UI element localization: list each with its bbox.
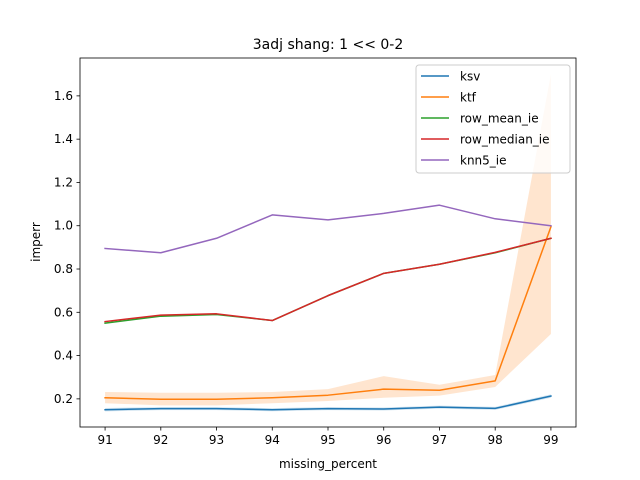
- y-tick-label: 1.6: [54, 89, 73, 103]
- x-tick-label: 98: [488, 433, 503, 447]
- series-line-row_median_ie: [104, 237, 552, 323]
- legend-label-row_mean_ie: row_mean_ie: [460, 112, 539, 126]
- y-tick-label: 1.2: [54, 175, 73, 189]
- y-tick-label: 1.0: [54, 219, 73, 233]
- y-tick-label: 0.8: [54, 262, 73, 276]
- x-tick-label: 99: [543, 433, 558, 447]
- series-lines: [104, 204, 552, 411]
- x-tick-label: 96: [376, 433, 391, 447]
- y-tick-label: 0.2: [54, 392, 73, 406]
- legend-label-ksv: ksv: [460, 70, 480, 84]
- y-axis-label: imperr: [29, 222, 43, 262]
- band-ktf: [105, 74, 551, 406]
- series-line-row_mean_ie: [104, 237, 552, 324]
- x-tick-label: 95: [320, 433, 335, 447]
- x-tick-label: 92: [153, 433, 168, 447]
- series-line-knn5_ie: [104, 204, 552, 254]
- legend-label-row_median_ie: row_median_ie: [460, 133, 550, 147]
- y-axis-ticks: 0.2 0.4 0.6 0.8 1.0 1.2 1.4 1.6: [54, 89, 80, 406]
- x-tick-label: 91: [97, 433, 112, 447]
- legend-box: [415, 64, 571, 174]
- y-tick-label: 1.4: [54, 132, 73, 146]
- x-tick-label: 97: [432, 433, 447, 447]
- y-tick-label: 0.4: [54, 349, 73, 363]
- legend-label-knn5_ie: knn5_ie: [460, 154, 507, 168]
- legend-label-ktf: ktf: [460, 91, 477, 105]
- x-tick-label: 94: [265, 433, 280, 447]
- series-line-ksv: [104, 395, 552, 411]
- x-axis-ticks: 91 92 93 94 95 96 97 98 99: [97, 427, 559, 447]
- x-axis-label: missing_percent: [279, 457, 377, 471]
- legend: ksv ktf row_mean_ie row_median_ie knn5_ie: [415, 64, 571, 174]
- chart-title: 3adj shang: 1 << 0-2: [253, 37, 404, 53]
- y-tick-label: 0.6: [54, 305, 73, 319]
- series-line-ktf: [104, 225, 552, 401]
- x-tick-label: 93: [209, 433, 224, 447]
